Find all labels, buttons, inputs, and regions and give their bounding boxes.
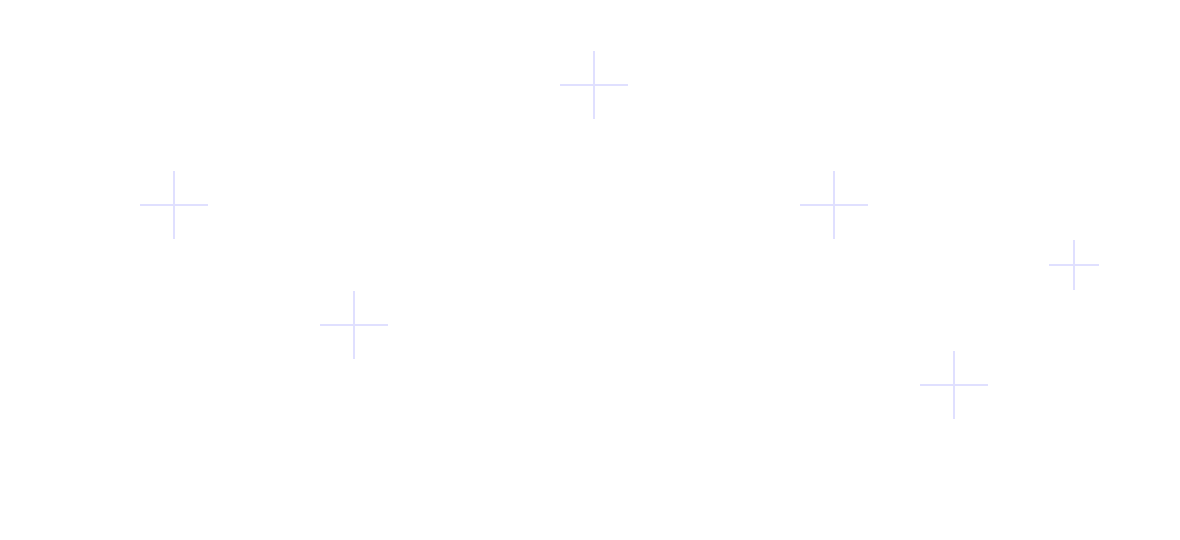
plus-decoration-icon [800, 171, 868, 239]
plus-decoration-icon [1049, 240, 1099, 290]
plus-decoration-icon [140, 171, 208, 239]
plus-decoration-icon [920, 351, 988, 419]
plus-decoration-icon [560, 51, 628, 119]
plus-decoration-icon [320, 291, 388, 359]
